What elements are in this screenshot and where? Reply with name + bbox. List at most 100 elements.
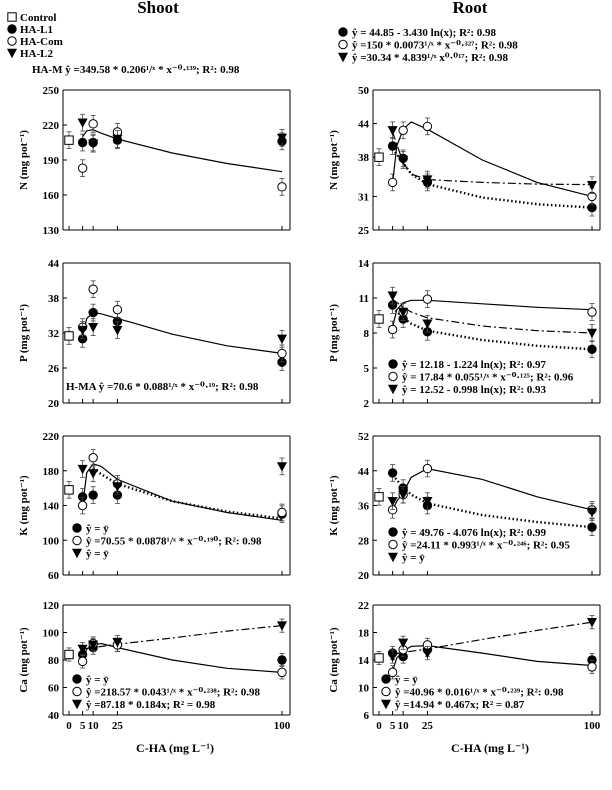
fit-curve-dashdot	[392, 621, 593, 656]
fit-curve-solid	[392, 644, 593, 672]
equation-1: HA-M ŷ =349.58 * 0.206¹/ˣ * x⁻⁰·¹³⁹; R²:…	[32, 64, 240, 76]
equation-marker	[380, 699, 392, 710]
point-ha-l2-5	[77, 464, 88, 475]
equation-2: ŷ =218.57 * 0.043¹/ˣ * x⁻⁰·²³⁸; R²: 0.98	[86, 687, 261, 699]
y-tick-label-20: 20	[358, 570, 370, 582]
y-tick-label-250: 250	[43, 85, 60, 97]
y-tick-label-120: 120	[43, 600, 60, 612]
equation-marker	[388, 371, 398, 382]
y-tick-label-25: 25	[358, 225, 370, 237]
x-axis-title-right: C-HA (mg L⁻¹)	[451, 741, 529, 755]
point-ha-l2-100	[276, 462, 288, 472]
point-ha-l2-10	[398, 155, 409, 166]
point-ha-l1-100	[277, 655, 287, 665]
y-tick-label-44: 44	[358, 466, 370, 478]
point-ha-l2-25	[422, 496, 433, 507]
y-tick-label-26: 26	[48, 363, 60, 375]
point-ha-com-5	[77, 656, 88, 667]
x-tick-label-10: 10	[398, 720, 410, 732]
fit-curve-dotted	[391, 148, 593, 209]
equation-2: ŷ = 17.84 * 0.055¹/ˣ * x⁻⁰·¹²⁵; R²: 0.96	[402, 372, 574, 384]
legend-marker-ha-l2	[6, 48, 18, 59]
y-axis-label: N (mg pot⁻¹)	[328, 130, 340, 190]
equation-1: ŷ = ȳ	[395, 674, 418, 686]
point-ha-l2-100	[586, 181, 598, 191]
equation-marker	[387, 552, 399, 563]
y-axis-label: K (mg pot⁻¹)	[18, 475, 30, 536]
equation-1: ŷ = ȳ	[86, 674, 109, 686]
point-ha-com-10	[88, 119, 98, 129]
point-ha-com-100	[587, 307, 597, 317]
equation-marker	[338, 27, 348, 37]
point-ha-com-25	[422, 463, 433, 474]
point-ha-com-10	[88, 453, 98, 463]
equation-2: ŷ =40.96 * 0.016¹/ˣ * x⁻⁰·²³⁹; R²: 0.98	[395, 687, 564, 699]
x-tick-label-5: 5	[80, 720, 86, 732]
legend-label-control: Control	[20, 12, 56, 24]
equation-3: ŷ = ȳ	[86, 548, 109, 560]
y-tick-label-130: 130	[43, 225, 60, 237]
y-tick-label-8: 8	[364, 328, 370, 340]
x-tick-label-100: 100	[584, 720, 601, 732]
y-tick-label-22: 22	[358, 600, 370, 612]
y-tick-label-2: 2	[364, 398, 370, 410]
equation-3: ŷ =14.94 * 0.467x; R² = 0.87	[395, 699, 525, 711]
point-ha-l2-10	[88, 139, 99, 149]
point-ha-com-10	[88, 284, 98, 294]
y-tick-label-44: 44	[358, 119, 370, 131]
x-tick-label-0: 0	[66, 720, 72, 732]
y-tick-label-18: 18	[358, 628, 370, 640]
point-ha-l2-10	[88, 640, 99, 651]
legend-marker-ha-l1	[7, 24, 17, 34]
equation-marker	[381, 674, 391, 684]
equation-marker	[337, 52, 349, 63]
y-tick-label-100: 100	[43, 535, 60, 547]
y-tick-label-20: 20	[48, 398, 60, 410]
y-tick-label-160: 160	[43, 190, 60, 202]
y-tick-label-80: 80	[48, 655, 60, 667]
y-axis-label: P (mg pot⁻¹)	[18, 304, 30, 362]
point-ha-com-100	[587, 662, 597, 672]
point-ha-l1-100	[587, 344, 597, 355]
y-axis-label: N (mg pot⁻¹)	[18, 130, 30, 190]
point-ha-l2-25	[112, 637, 123, 648]
legend-marker-control	[7, 12, 17, 22]
fit-curve-dotted	[92, 467, 283, 520]
y-tick-label-28: 28	[358, 535, 370, 547]
y-tick-label-52: 52	[358, 431, 370, 443]
point-ha-l2-5	[77, 644, 88, 655]
point-ha-l2-5	[387, 652, 398, 662]
point-ha-l2-10	[398, 490, 409, 500]
y-axis-label: Ca (mg pot⁻¹)	[18, 627, 30, 693]
equation-marker	[72, 686, 82, 697]
equation-marker	[72, 535, 82, 546]
shoot-title: Shoot	[137, 0, 179, 17]
legend-marker-ha-com	[7, 36, 17, 46]
point-ha-l1-5	[77, 137, 88, 148]
point-ha-com-25	[112, 304, 123, 315]
equation-3: ŷ = 12.52 - 0.998 ln(x); R²: 0.93	[402, 384, 546, 396]
point-ha-l2-10	[88, 469, 99, 479]
fit-curve-solid	[82, 463, 283, 521]
point-control-0	[374, 492, 384, 502]
point-ha-com-100	[277, 667, 287, 678]
y-tick-label-38: 38	[48, 293, 60, 305]
equation-marker	[72, 523, 82, 533]
point-ha-l2-10	[88, 322, 99, 333]
x-tick-label-25: 25	[112, 720, 124, 732]
point-control-0	[64, 331, 74, 341]
point-ha-l2-25	[422, 319, 433, 329]
point-ha-l2-100	[276, 334, 288, 345]
point-ha-l2-100	[586, 328, 598, 339]
fit-curve-dashdot	[82, 625, 283, 650]
point-ha-com-5	[387, 177, 398, 188]
point-ha-l2-25	[112, 134, 123, 145]
x-tick-label-100: 100	[274, 720, 291, 732]
point-ha-l2-10	[398, 638, 409, 649]
y-axis-label: P (mg pot⁻¹)	[328, 304, 340, 362]
equation-marker	[388, 359, 398, 369]
point-control-0	[64, 485, 74, 495]
